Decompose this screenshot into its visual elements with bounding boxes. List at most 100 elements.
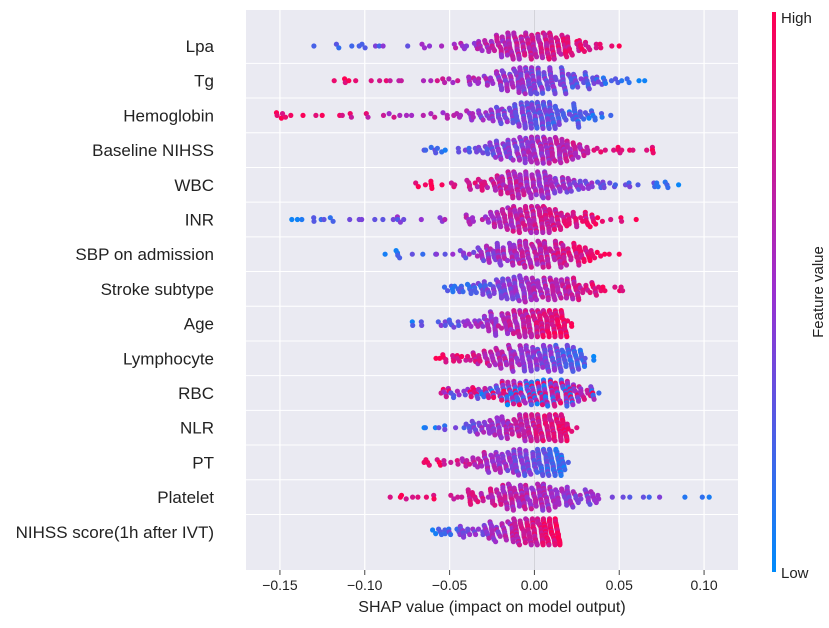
data-point <box>596 390 602 396</box>
data-point <box>499 87 505 93</box>
data-point <box>446 76 452 82</box>
feature-points <box>413 169 682 201</box>
data-point <box>442 79 448 86</box>
x-tick-label: 0.05 <box>606 577 633 593</box>
data-point <box>398 492 405 498</box>
data-point <box>619 147 625 153</box>
data-point <box>574 425 580 431</box>
data-point <box>540 90 546 96</box>
data-point <box>490 118 496 124</box>
feature-label: Lymphocyte <box>123 349 214 368</box>
data-point <box>592 255 598 261</box>
data-point <box>609 43 615 49</box>
data-point <box>493 154 499 160</box>
data-point <box>699 494 705 500</box>
data-point <box>433 251 440 257</box>
x-tick-label: 0.00 <box>521 577 548 593</box>
data-point <box>570 296 576 302</box>
data-point <box>505 467 511 474</box>
data-point <box>521 368 528 374</box>
data-point <box>620 494 626 500</box>
data-point <box>468 290 474 296</box>
data-point <box>377 78 383 84</box>
data-point <box>456 358 462 364</box>
data-point <box>534 54 540 60</box>
data-point <box>558 226 564 232</box>
data-point <box>578 496 584 502</box>
data-point <box>452 182 458 188</box>
data-point <box>587 47 593 53</box>
data-point <box>504 226 510 232</box>
data-point <box>636 78 642 84</box>
data-point <box>405 43 411 49</box>
data-point <box>359 216 365 223</box>
data-point <box>474 431 480 437</box>
data-point <box>575 84 581 90</box>
data-point <box>415 184 421 190</box>
data-point <box>441 461 447 467</box>
data-point <box>626 79 632 86</box>
data-point <box>607 180 613 186</box>
data-point <box>528 542 534 548</box>
data-point <box>533 192 539 198</box>
data-point <box>516 503 523 509</box>
data-point <box>426 43 433 49</box>
data-point <box>346 78 352 84</box>
data-point <box>557 542 563 548</box>
data-point <box>503 537 509 543</box>
data-point <box>448 459 454 465</box>
data-point <box>569 428 575 434</box>
data-point <box>311 218 317 224</box>
data-point <box>428 144 434 150</box>
data-point <box>460 289 466 295</box>
data-point <box>516 334 523 340</box>
data-point <box>498 224 504 230</box>
data-point <box>362 45 368 51</box>
data-point <box>556 121 562 127</box>
data-point <box>376 43 382 49</box>
data-point <box>486 328 492 334</box>
data-point <box>477 358 483 364</box>
data-point <box>486 48 492 55</box>
data-point <box>510 296 516 302</box>
data-point <box>609 494 615 500</box>
data-point <box>602 251 608 257</box>
data-point <box>575 499 581 506</box>
data-point <box>551 226 558 232</box>
data-point <box>448 492 454 498</box>
data-point <box>528 334 535 340</box>
data-point <box>552 158 558 164</box>
data-point <box>481 257 487 264</box>
data-point <box>278 115 284 121</box>
data-point <box>475 395 481 401</box>
data-point <box>499 54 505 60</box>
data-point <box>480 498 486 504</box>
data-point <box>473 531 479 538</box>
data-point <box>466 149 473 155</box>
feature-points <box>421 134 656 166</box>
data-point <box>528 264 535 270</box>
data-point <box>436 425 442 431</box>
data-point <box>534 261 540 267</box>
data-point <box>432 114 438 120</box>
feature-points <box>421 412 580 444</box>
data-point <box>444 115 450 121</box>
data-point <box>521 192 527 198</box>
data-point <box>450 289 456 295</box>
data-point <box>429 185 435 191</box>
feature-label: SBP on admission <box>75 245 214 264</box>
data-point <box>546 125 552 131</box>
data-point <box>522 160 528 166</box>
data-point <box>558 51 564 57</box>
data-point <box>553 76 559 83</box>
data-point <box>451 496 457 502</box>
data-point <box>540 542 546 548</box>
data-point <box>466 461 473 467</box>
data-point <box>534 438 540 444</box>
data-point <box>552 403 558 409</box>
data-point <box>434 145 440 151</box>
data-point <box>558 160 564 166</box>
data-point <box>558 472 564 478</box>
data-point <box>486 259 492 265</box>
data-point <box>474 184 480 190</box>
